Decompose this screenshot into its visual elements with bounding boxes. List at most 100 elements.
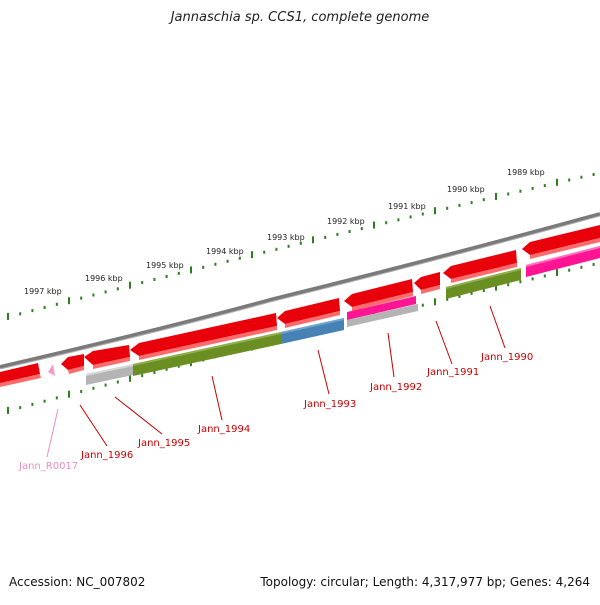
gene-arrow[interactable] bbox=[130, 313, 277, 356]
gene-arrow-shade bbox=[68, 366, 84, 374]
minor-tick bbox=[458, 294, 461, 298]
minor-tick bbox=[397, 218, 400, 222]
leader-line bbox=[46, 408, 59, 458]
major-tick bbox=[129, 281, 131, 289]
minor-tick bbox=[92, 386, 95, 390]
minor-tick bbox=[568, 268, 571, 272]
minor-tick bbox=[507, 192, 510, 196]
minor-tick bbox=[55, 396, 58, 400]
minor-tick bbox=[519, 280, 522, 284]
minor-tick bbox=[421, 303, 424, 307]
minor-tick bbox=[141, 281, 144, 285]
gene-label: Jann_1995 bbox=[137, 438, 190, 449]
gene-arrow[interactable] bbox=[0, 363, 40, 383]
major-tick bbox=[129, 374, 131, 382]
feature-bar-olive[interactable] bbox=[133, 332, 281, 376]
kbp-label: 1991 kbp bbox=[388, 202, 426, 211]
genome-backbone-highlight bbox=[0, 215, 600, 370]
minor-tick bbox=[80, 390, 83, 393]
minor-tick bbox=[580, 175, 583, 179]
genome-summary-text: Topology: circular; Length: 4,317,977 bp… bbox=[260, 575, 590, 589]
minor-tick bbox=[43, 306, 46, 309]
minor-tick bbox=[275, 247, 278, 251]
gene-arrow-shade bbox=[139, 326, 277, 360]
minor-tick bbox=[482, 198, 485, 202]
minor-tick bbox=[177, 364, 180, 368]
minor-tick bbox=[470, 291, 473, 295]
feature-bar-pink[interactable] bbox=[526, 246, 600, 277]
rna-gene-arrow[interactable] bbox=[48, 364, 55, 376]
minor-tick bbox=[336, 232, 339, 236]
feature-bar-gray[interactable] bbox=[86, 364, 133, 385]
gene-arrow[interactable] bbox=[344, 279, 413, 307]
minor-tick bbox=[482, 289, 485, 292]
major-tick bbox=[7, 312, 9, 320]
minor-tick bbox=[116, 287, 119, 291]
gene-arrow-shade bbox=[0, 374, 41, 387]
minor-tick bbox=[55, 302, 58, 306]
feature-bar-blue[interactable] bbox=[281, 318, 344, 344]
minor-tick bbox=[153, 371, 156, 374]
gene-arrow[interactable] bbox=[61, 354, 84, 370]
major-tick bbox=[312, 236, 314, 244]
leader-line bbox=[79, 404, 108, 447]
minor-tick bbox=[324, 235, 327, 239]
gene-arrow[interactable] bbox=[522, 225, 600, 255]
minor-tick bbox=[238, 256, 241, 260]
minor-tick bbox=[226, 259, 229, 263]
minor-tick bbox=[446, 206, 449, 210]
feature-bar-olive-top bbox=[446, 268, 521, 289]
gene-arrow-shade bbox=[285, 311, 340, 328]
minor-tick bbox=[214, 262, 217, 266]
major-tick bbox=[373, 221, 375, 229]
feature-bar-olive-top bbox=[133, 332, 281, 366]
gene-arrow[interactable] bbox=[84, 345, 130, 365]
kbp-label: 1994 kbp bbox=[206, 247, 244, 256]
minor-tick bbox=[202, 265, 205, 269]
minor-tick bbox=[80, 296, 83, 300]
minor-tick bbox=[385, 221, 388, 225]
minor-tick bbox=[141, 374, 144, 378]
feature-bar-olive[interactable] bbox=[446, 268, 521, 299]
gene-label: Jann_1993 bbox=[303, 399, 356, 410]
leader-line bbox=[114, 396, 163, 435]
minor-tick bbox=[104, 383, 107, 387]
minor-tick bbox=[43, 399, 46, 403]
minor-tick bbox=[507, 283, 510, 287]
gene-arrow-shade bbox=[421, 285, 440, 294]
gene-arrow[interactable] bbox=[277, 298, 340, 324]
minor-tick bbox=[19, 406, 22, 410]
gene-arrow-shade bbox=[93, 357, 130, 369]
gene-arrow[interactable] bbox=[414, 272, 440, 290]
minor-tick bbox=[116, 380, 119, 384]
minor-tick bbox=[104, 290, 107, 294]
accession-text: Accession: NC_007802 bbox=[9, 575, 146, 589]
gene-arrow-shade bbox=[352, 292, 413, 311]
feature-bar-gray[interactable] bbox=[347, 304, 418, 327]
gene-leader-lines bbox=[46, 305, 506, 458]
genome-backbone bbox=[0, 212, 600, 369]
genome-title: Jannaschia sp. CCS1, complete genome bbox=[170, 10, 430, 25]
feature-bar-gray-top bbox=[86, 364, 133, 376]
major-tick bbox=[434, 298, 436, 306]
minor-tick bbox=[299, 241, 302, 245]
major-tick bbox=[495, 192, 497, 200]
kbp-scale-labels: 1997 kbp 1996 kbp 1995 kbp 1994 kbp 1993… bbox=[24, 168, 545, 296]
leader-line bbox=[489, 305, 506, 349]
minor-tick bbox=[519, 189, 522, 193]
feature-bar-pink[interactable] bbox=[347, 296, 416, 320]
kbp-label: 1993 kbp bbox=[267, 233, 305, 242]
minor-tick bbox=[263, 250, 266, 254]
minor-tick bbox=[153, 278, 156, 281]
major-tick bbox=[190, 266, 192, 274]
gene-label: Jann_1991 bbox=[426, 367, 479, 378]
minor-tick bbox=[458, 203, 461, 207]
leader-line bbox=[435, 320, 453, 365]
outer-tick-row bbox=[7, 173, 595, 320]
minor-tick bbox=[31, 402, 34, 406]
minor-tick bbox=[592, 263, 595, 266]
inner-feature-track bbox=[86, 246, 600, 385]
gene-arrow[interactable] bbox=[443, 250, 517, 279]
